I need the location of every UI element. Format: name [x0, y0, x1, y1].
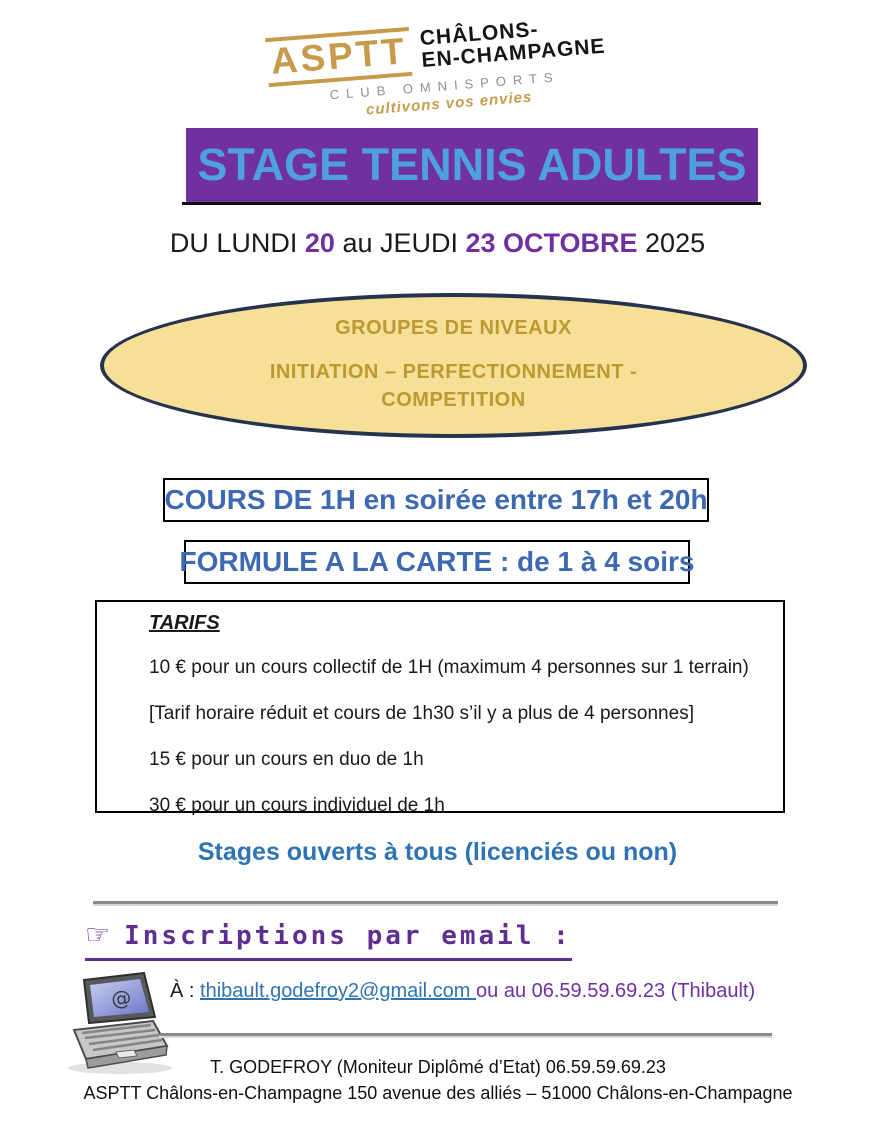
laptop-email-icon: @	[62, 970, 176, 1076]
tarif-item-note: [Tarif horaire réduit et cours de 1h30 s…	[149, 703, 694, 724]
title-banner: STAGE TENNIS ADULTES	[186, 128, 758, 202]
date-line: DU LUNDI 20 au JEUDI 23 OCTOBRE 2025	[0, 228, 875, 259]
tarif-item-duo: 15 € pour un cours en duo de 1h	[149, 749, 424, 770]
date-part: au JEUDI	[334, 228, 466, 258]
inscriptions-heading: ☞ Inscriptions par email :	[85, 918, 572, 961]
footer-address-line: ASPTT Châlons-en-Champagne 150 avenue de…	[83, 1083, 793, 1103]
svg-text:@: @	[110, 985, 132, 1011]
asptt-logo: ASPTT CHÂLONS- EN-CHAMPAGNE CLUB OMNISPO…	[265, 10, 631, 126]
tarifs-title: TARIFS	[149, 612, 220, 634]
tarif-item-individuel: 30 € pour un cours individuel de 1h	[149, 795, 445, 816]
levels-ellipse: GROUPES DE NIVEAUX INITIATION – PERFECTI…	[100, 293, 807, 438]
course-time-box: COURS DE 1H en soirée entre 17h et 20h	[163, 478, 709, 522]
contact-line: À : thibault.godefroy2@gmail.com ou au 0…	[170, 980, 755, 1003]
inscriptions-heading-text: Inscriptions par email :	[124, 921, 572, 951]
separator-line-top	[93, 901, 778, 904]
open-to-all-note: Stages ouverts à tous (licenciés ou non)	[197, 838, 678, 866]
logo-brand-text: ASPTT	[265, 26, 413, 88]
separator-line-bottom	[160, 1033, 772, 1036]
contact-prefix: À :	[170, 980, 201, 1002]
date-year: 2025	[637, 228, 706, 258]
formule-box: FORMULE A LA CARTE : de 1 à 4 soirs	[180, 540, 694, 584]
date-start-day: 20	[304, 228, 335, 258]
email-link[interactable]: thibault.godefroy2@gmail.com	[200, 980, 477, 1002]
tarifs-box: TARIFS 10 € pour un cours collectif de 1…	[95, 600, 785, 816]
banner-underline	[182, 202, 761, 205]
tarif-item-collectif: 10 € pour un cours collectif de 1H (maxi…	[149, 657, 749, 678]
contact-phone-text: ou au 06.59.59.69.23 (Thibault)	[476, 980, 756, 1002]
footer-coach-line: T. GODEFROY (Moniteur Diplômé d’Etat) 06…	[210, 1057, 666, 1077]
date-part: DU LUNDI	[169, 228, 305, 258]
levels-heading: GROUPES DE NIVEAUX	[335, 317, 572, 339]
levels-list-line2: COMPETITION	[381, 389, 526, 411]
date-end-day-month: 23 OCTOBRE	[465, 228, 638, 258]
page-title: STAGE TENNIS ADULTES	[197, 139, 747, 190]
formule-text: FORMULE A LA CARTE : de 1 à 4 soirs	[179, 546, 695, 577]
course-time-text: COURS DE 1H en soirée entre 17h et 20h	[164, 484, 708, 515]
pointing-hand-icon: ☞	[85, 918, 111, 951]
logo-city-text: CHÂLONS- EN-CHAMPAGNE	[419, 12, 606, 72]
levels-list-line1: INITIATION – PERFECTIONNEMENT -	[269, 361, 638, 383]
